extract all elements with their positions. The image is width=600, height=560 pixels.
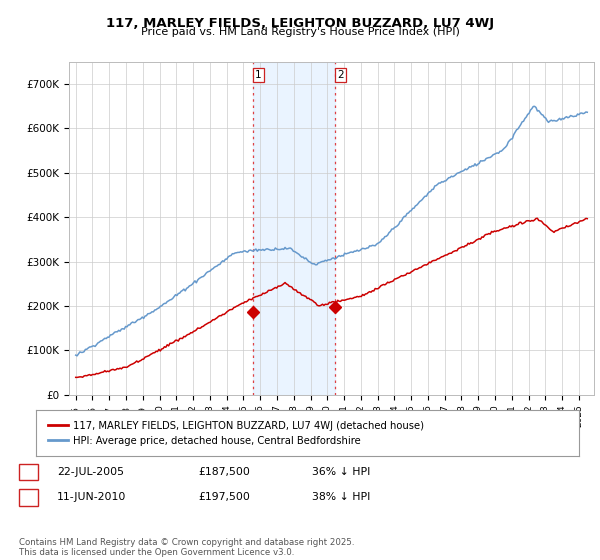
Bar [253,62,335,395]
Text: 2: 2 [25,492,32,502]
Text: 117, MARLEY FIELDS, LEIGHTON BUZZARD, LU7 4WJ: 117, MARLEY FIELDS, LEIGHTON BUZZARD, LU… [106,17,494,30]
Text: Price paid vs. HM Land Registry's House Price Index (HPI): Price paid vs. HM Land Registry's House … [140,27,460,37]
Text: £197,500: £197,500 [198,492,250,502]
Legend: 117, MARLEY FIELDS, LEIGHTON BUZZARD, LU7 4WJ (detached house), HPI: Average pri: 117, MARLEY FIELDS, LEIGHTON BUZZARD, LU… [44,417,428,450]
Text: 1: 1 [25,467,32,477]
Text: Contains HM Land Registry data © Crown copyright and database right 2025.
This d: Contains HM Land Registry data © Crown c… [19,538,355,557]
Text: £187,500: £187,500 [198,467,250,477]
Text: 1: 1 [255,70,262,80]
Text: 36% ↓ HPI: 36% ↓ HPI [312,467,370,477]
Text: 11-JUN-2010: 11-JUN-2010 [57,492,127,502]
Text: 22-JUL-2005: 22-JUL-2005 [57,467,124,477]
Text: 38% ↓ HPI: 38% ↓ HPI [312,492,370,502]
Text: 2: 2 [337,70,344,80]
